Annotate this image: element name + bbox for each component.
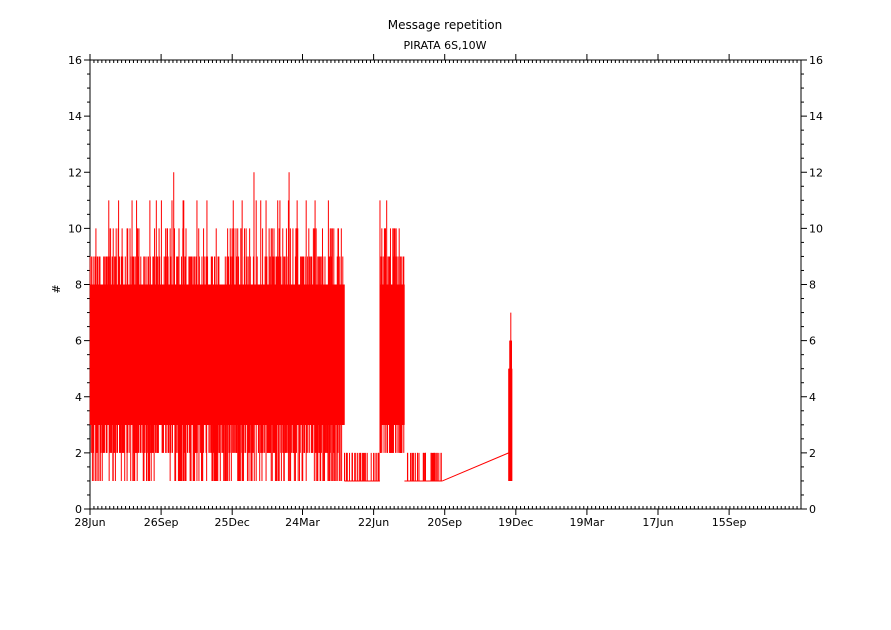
x-tick-label: 17Jun	[642, 516, 673, 529]
y-tick-label-left: 10	[68, 222, 82, 235]
y-tick-label-right: 0	[809, 503, 816, 516]
y-tick-label-left: 16	[68, 54, 82, 67]
axis-tick-labels: 0 0 2 2 4 4 6 6 8 8 10 10 12 12 14 14 16 16 28Jun 26Sep 25De…	[68, 54, 823, 529]
x-tick-label: 24Mar	[285, 516, 320, 529]
y-tick-label-left: 14	[68, 110, 82, 123]
y-tick-label-left: 8	[75, 279, 82, 292]
x-tick-label: 22Jun	[358, 516, 389, 529]
y-tick-label-right: 12	[809, 166, 823, 179]
y-tick-label-right: 10	[809, 222, 823, 235]
x-tick-label: 19Mar	[570, 516, 605, 529]
y-tick-label-right: 8	[809, 279, 816, 292]
x-tick-label: 28Jun	[74, 516, 105, 529]
chart-subtitle: PIRATA 6S,10W	[404, 39, 487, 52]
y-tick-label-right: 4	[809, 391, 816, 404]
y-tick-label-left: 12	[68, 166, 82, 179]
y-tick-label-right: 2	[809, 447, 816, 460]
y-axis-label: #	[50, 284, 63, 293]
x-tick-label: 19Dec	[498, 516, 533, 529]
x-tick-label: 15Sep	[712, 516, 747, 529]
y-tick-label-left: 6	[75, 335, 82, 348]
y-tick-label-right: 6	[809, 335, 816, 348]
y-tick-label-right: 14	[809, 110, 823, 123]
y-tick-label-left: 4	[75, 391, 82, 404]
axis-ticks	[84, 54, 807, 515]
y-tick-label-right: 16	[809, 54, 823, 67]
x-tick-label: 20Sep	[427, 516, 462, 529]
x-tick-label: 25Dec	[215, 516, 250, 529]
series-line	[442, 452, 509, 482]
x-tick-label: 26Sep	[144, 516, 179, 529]
chart-title: Message repetition	[388, 18, 503, 32]
y-tick-label-left: 0	[75, 503, 82, 516]
y-tick-label-left: 2	[75, 447, 82, 460]
data-series	[89, 172, 513, 482]
